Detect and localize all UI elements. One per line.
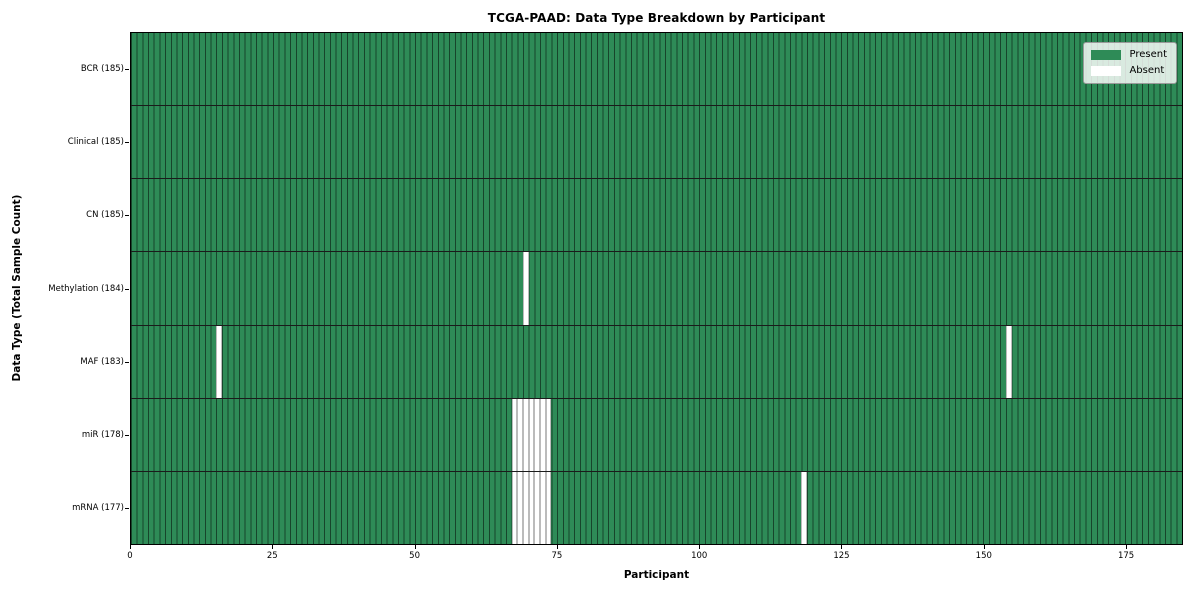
y-tick-label-methylation: Methylation (184) [48, 283, 124, 294]
plot-area: Present Absent [130, 32, 1183, 545]
y-tick-label-cn: CN (185) [86, 210, 124, 221]
absent-cell [517, 471, 523, 544]
x-tick-mark [272, 545, 274, 549]
legend-label-present: Present [1129, 49, 1167, 60]
heat-row-cn [131, 178, 1182, 252]
absent-cell [517, 398, 523, 471]
legend-entry-present: Present [1091, 49, 1167, 61]
heat-row-mir [131, 397, 1182, 471]
x-tick-mark [414, 545, 416, 549]
heat-row-maf [131, 324, 1182, 398]
x-tick-label: 150 [975, 551, 992, 561]
absent-cell [511, 471, 518, 544]
absent-cell [545, 398, 552, 471]
heat-row-mrna [131, 470, 1182, 544]
absent-cell [522, 252, 529, 325]
y-tick-mark [125, 361, 129, 363]
absent-cell [801, 471, 808, 544]
heat-row-methylation [131, 251, 1182, 325]
legend: Present Absent [1083, 42, 1177, 84]
y-tick-label-maf: MAF (183) [80, 356, 124, 367]
x-tick-mark [556, 545, 558, 549]
x-tick-mark [1126, 545, 1128, 549]
y-tick-mark [125, 435, 129, 437]
absent-cell [528, 398, 535, 471]
x-tick-mark [130, 545, 131, 549]
absent-cell [540, 471, 546, 544]
x-tick-mark [699, 545, 701, 549]
y-tick-label-mrna: mRNA (177) [72, 503, 124, 514]
absent-cell [511, 398, 518, 471]
absent-cell [522, 398, 529, 471]
absent-cell [545, 471, 552, 544]
y-tick-mark [125, 508, 129, 510]
y-tick-mark [125, 141, 129, 143]
legend-swatch-present-icon [1091, 50, 1122, 60]
x-tick-label: 25 [266, 551, 278, 561]
legend-swatch-absent-icon [1091, 66, 1122, 76]
legend-label-absent: Absent [1129, 65, 1165, 76]
y-tick-marks [125, 32, 129, 545]
y-tick-label-bcr: BCR (185) [80, 63, 124, 74]
x-tick-mark [841, 545, 843, 549]
x-tick-label: 75 [551, 551, 563, 561]
heat-row-clinical [131, 105, 1182, 179]
chart-title: TCGA-PAAD: Data Type Breakdown by Partic… [487, 11, 826, 25]
y-tick-mark [125, 215, 129, 217]
y-tick-mark [125, 288, 129, 290]
absent-cell [540, 398, 546, 471]
absent-cell [534, 471, 541, 544]
y-tick-labels: BCR (185) Clinical (185) CN (185) Methylati… [0, 32, 124, 545]
x-tick-label: 50 [409, 551, 421, 561]
x-axis-label: Participant [623, 569, 690, 581]
x-tick-mark [983, 545, 985, 549]
absent-cell [534, 398, 541, 471]
y-tick-label-clinical: Clinical (185) [67, 136, 124, 147]
absent-cell [528, 471, 535, 544]
y-tick-mark [125, 68, 129, 70]
x-tick-strip: 0 25 50 75 100 125 150 175 [127, 545, 1183, 567]
x-tick-label: 0 [127, 551, 133, 561]
x-tick-label: 175 [1117, 551, 1135, 561]
legend-entry-absent: Absent [1091, 65, 1167, 77]
x-tick-label: 100 [691, 551, 708, 561]
x-tick-label: 125 [833, 551, 850, 561]
absent-cell [216, 325, 222, 398]
heat-row-bcr [131, 33, 1182, 106]
absent-cell [1005, 325, 1012, 398]
absent-cell [522, 471, 529, 544]
y-tick-label-mir: miR (178) [81, 430, 124, 441]
